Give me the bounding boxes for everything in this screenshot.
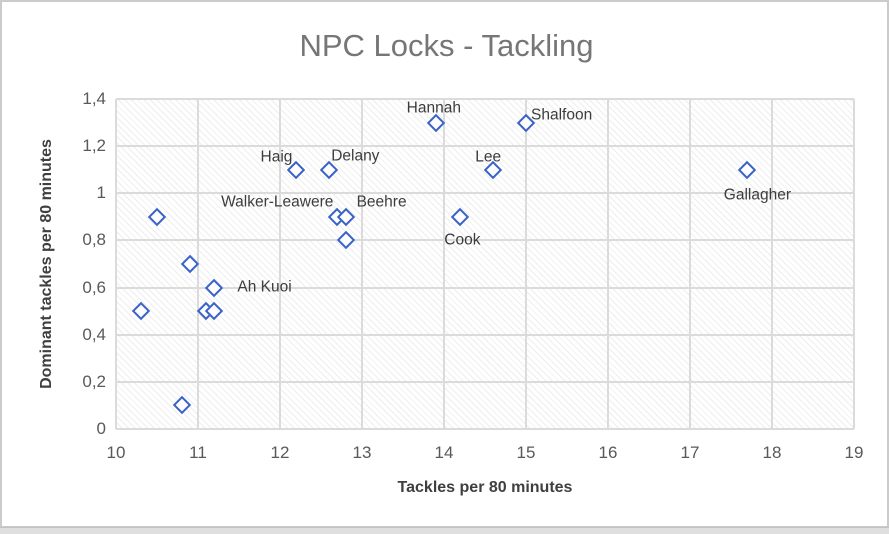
gridline-horizontal <box>116 380 854 383</box>
x-tick-label: 16 <box>598 443 618 462</box>
x-tick-label: 10 <box>106 443 126 462</box>
gridline-vertical <box>443 99 445 429</box>
x-axis-tick-labels: 10 11 12 13 14 15 16 17 18 19 <box>107 443 864 465</box>
gridline-horizontal <box>116 192 854 195</box>
x-axis-title: Tackles per 80 minutes <box>397 479 573 496</box>
x-tick-label: 19 <box>844 443 864 462</box>
x-tick-label: 14 <box>434 443 454 462</box>
data-point-label: Cook <box>444 231 481 249</box>
y-tick-label: 1,4 <box>82 89 106 108</box>
data-point-marker <box>205 278 224 297</box>
gridline-vertical <box>771 99 773 429</box>
data-point-label: Shalfoon <box>531 105 593 123</box>
x-tick-label: 12 <box>270 443 290 462</box>
chart-title: NPC Locks - Tackling <box>299 28 594 63</box>
data-point-marker <box>131 301 150 321</box>
data-point-marker <box>336 231 355 250</box>
data-point-label: Beehre <box>356 193 407 211</box>
data-point-marker <box>172 396 191 415</box>
bottom-strip <box>0 527 889 534</box>
data-point-label: Hannah <box>406 98 461 116</box>
data-point-label: Haig <box>260 147 293 165</box>
gridline-vertical <box>689 99 691 429</box>
x-tick-label: 13 <box>352 443 372 462</box>
data-point-label: Delany <box>331 146 380 164</box>
gridline-horizontal <box>116 333 854 336</box>
y-tick-label: 0,8 <box>82 230 106 250</box>
y-tick-label: 0,6 <box>82 277 106 297</box>
gridline-horizontal <box>116 98 854 100</box>
data-point-label: Lee <box>475 147 502 165</box>
gridline-vertical <box>853 99 855 429</box>
y-axis-tick-labels: 0 0,2 0,4 0,6 0,8 1 1,2 1,4 <box>2 89 106 438</box>
data-point-label: Ah Kuoi <box>237 277 292 295</box>
y-tick-label: 1 <box>96 183 106 203</box>
x-tick-label: 17 <box>680 443 700 462</box>
gridline-horizontal <box>116 145 854 148</box>
x-tick-label: 11 <box>189 443 207 462</box>
y-tick-label: 1,2 <box>82 136 106 156</box>
gridline-horizontal <box>116 286 854 289</box>
gridline-vertical <box>361 99 363 429</box>
gridline-horizontal <box>116 239 854 242</box>
data-point-marker <box>147 207 167 227</box>
data-point-label: Gallagher <box>723 185 791 203</box>
data-point-marker <box>451 207 470 227</box>
gridline-vertical <box>115 99 117 429</box>
y-tick-label: 0,4 <box>82 324 106 344</box>
gridline-vertical <box>607 99 609 429</box>
gridline-horizontal <box>116 428 854 430</box>
plot-area: Hannah Shalfoon Haig Delany Lee Gallagher Walk… <box>115 98 855 430</box>
gridline-vertical <box>525 99 527 429</box>
data-point-label: Walker-Leawere <box>221 193 334 211</box>
data-point-marker <box>738 160 757 179</box>
y-tick-label: 0,2 <box>82 371 106 391</box>
y-tick-label: 0 <box>96 419 106 438</box>
x-tick-label: 15 <box>516 443 536 462</box>
x-tick-label: 18 <box>762 443 782 462</box>
gridline-vertical <box>279 99 281 429</box>
